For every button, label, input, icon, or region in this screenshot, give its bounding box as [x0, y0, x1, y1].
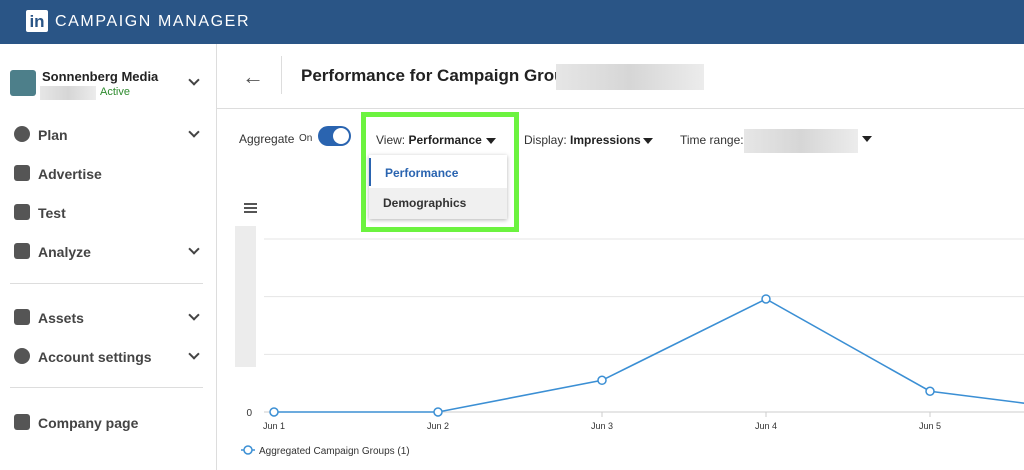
view-value: Performance [408, 133, 482, 147]
data-point [269, 407, 279, 417]
separator [281, 56, 282, 94]
separator [10, 283, 203, 284]
display-label: Display: [524, 133, 567, 147]
account-avatar [10, 70, 36, 96]
icon [14, 414, 30, 430]
icon [14, 204, 30, 220]
dropdown-option[interactable]: Demographics [383, 196, 467, 210]
nav-item[interactable]: Account settings [38, 349, 152, 365]
nav-item[interactable]: Plan [38, 127, 68, 143]
legend-label: Aggregated Campaign Groups (1) [259, 446, 410, 457]
data-point [761, 294, 771, 304]
toggle-label: On [299, 133, 313, 144]
x-tick-label: Jun 1 [263, 421, 285, 431]
caret [486, 138, 496, 144]
nav-item[interactable]: Company page [38, 415, 139, 431]
chevron[interactable] [188, 243, 200, 255]
chart: 0 Jun 1 Jun 2 Jun 3 Jun 4 Jun 5 Aggregated Cam… [235, 203, 1024, 457]
icon [14, 348, 30, 364]
nav-item[interactable]: Test [38, 205, 66, 221]
redacted [40, 86, 96, 100]
page-title: Performance for Campaign Group: [301, 66, 581, 85]
dropdown-menu: Performance Demographics [369, 155, 507, 219]
icon [14, 243, 30, 259]
chevron[interactable] [188, 309, 200, 321]
redacted [744, 129, 858, 153]
x-tick-label: Jun 3 [591, 421, 613, 431]
redacted [235, 226, 256, 367]
x-tick-label: Jun 2 [427, 421, 449, 431]
x-tick-label: Jun 5 [919, 421, 941, 431]
icon [14, 126, 30, 142]
back-arrow[interactable]: ← [242, 64, 264, 89]
data-point [925, 386, 935, 396]
toggle-knob [333, 128, 349, 144]
sidebar: Sonnenberg Media Active Plan Advertise T… [0, 44, 217, 470]
time-label[interactable]: Time range: [680, 133, 744, 147]
icon [14, 165, 30, 181]
caret [862, 136, 872, 142]
redacted [556, 64, 704, 90]
view-select[interactable]: View: Performance [376, 133, 482, 147]
series-line [274, 298, 1024, 413]
display-value: Impressions [570, 133, 641, 147]
nav-item[interactable]: Advertise [38, 166, 102, 182]
legend-marker [243, 445, 253, 455]
brand: CAMPAIGN MANAGER [55, 13, 251, 30]
account-status: Active [100, 86, 130, 98]
x-tick-label: Jun 4 [755, 421, 777, 431]
nav-item[interactable]: Analyze [38, 244, 91, 260]
separator [10, 387, 203, 388]
highlight [361, 112, 519, 232]
option-hover [369, 188, 507, 219]
selected-bar [369, 158, 371, 186]
nav-item[interactable]: Assets [38, 310, 84, 326]
top-bar: in CAMPAIGN MANAGER [0, 0, 1024, 44]
dropdown-option[interactable]: Performance [385, 166, 459, 180]
aggregate-label: Aggregate [239, 132, 295, 146]
chevron[interactable] [188, 74, 200, 86]
display-select[interactable]: Display: Impressions [524, 133, 641, 147]
view-label: View: [376, 133, 406, 147]
separator [217, 108, 1024, 109]
y-tick-label: 0 [246, 408, 252, 419]
chevron[interactable] [188, 126, 200, 138]
toggle[interactable] [318, 126, 351, 146]
chevron[interactable] [188, 348, 200, 360]
icon [14, 309, 30, 325]
menu-icon[interactable] [244, 203, 257, 213]
plot [269, 294, 1024, 417]
data-point [597, 375, 607, 386]
account-name[interactable]: Sonnenberg Media [42, 69, 159, 84]
logo[interactable]: in [26, 10, 48, 32]
caret [643, 138, 653, 144]
data-point [433, 407, 443, 417]
